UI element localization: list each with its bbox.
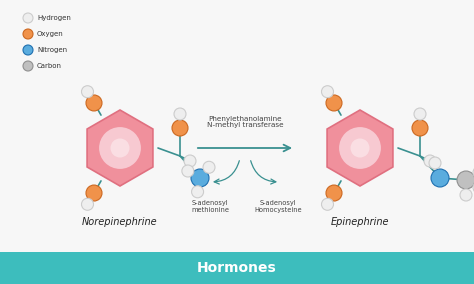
Circle shape: [321, 198, 334, 210]
Circle shape: [86, 95, 102, 111]
Circle shape: [23, 61, 33, 71]
Circle shape: [82, 198, 93, 210]
Bar: [0, 252, 474, 284]
Text: Nitrogen: Nitrogen: [37, 47, 67, 53]
Circle shape: [350, 139, 370, 158]
Circle shape: [23, 45, 33, 55]
Text: S-adenosyl
methionine: S-adenosyl methionine: [191, 200, 229, 213]
Circle shape: [414, 108, 426, 120]
Circle shape: [424, 155, 436, 167]
Text: Hydrogen: Hydrogen: [37, 15, 71, 21]
Circle shape: [191, 169, 209, 187]
Polygon shape: [327, 110, 393, 186]
Circle shape: [110, 139, 129, 158]
Circle shape: [23, 13, 33, 23]
Circle shape: [473, 181, 474, 193]
Text: Oxygen: Oxygen: [37, 31, 64, 37]
Circle shape: [326, 185, 342, 201]
Text: Epinephrine: Epinephrine: [331, 217, 389, 227]
Circle shape: [339, 127, 381, 169]
Circle shape: [412, 120, 428, 136]
Circle shape: [86, 185, 102, 201]
Circle shape: [321, 86, 334, 98]
Circle shape: [191, 186, 203, 198]
Circle shape: [82, 86, 93, 98]
Circle shape: [174, 108, 186, 120]
Circle shape: [473, 166, 474, 179]
Circle shape: [457, 171, 474, 189]
Circle shape: [99, 127, 141, 169]
Circle shape: [182, 165, 194, 177]
Text: Hormones: Hormones: [197, 261, 277, 275]
Circle shape: [326, 95, 342, 111]
Circle shape: [203, 161, 215, 173]
Circle shape: [429, 157, 441, 169]
Text: Carbon: Carbon: [37, 63, 62, 69]
Circle shape: [460, 189, 472, 201]
Text: Phenylethanolamine
N-methyl transferase: Phenylethanolamine N-methyl transferase: [207, 116, 283, 128]
Text: S-adenosyl
Homocysteine: S-adenosyl Homocysteine: [254, 200, 302, 213]
Circle shape: [172, 120, 188, 136]
Circle shape: [184, 155, 196, 167]
Circle shape: [431, 169, 449, 187]
Circle shape: [23, 29, 33, 39]
Polygon shape: [87, 110, 153, 186]
Text: Norepinephrine: Norepinephrine: [82, 217, 158, 227]
